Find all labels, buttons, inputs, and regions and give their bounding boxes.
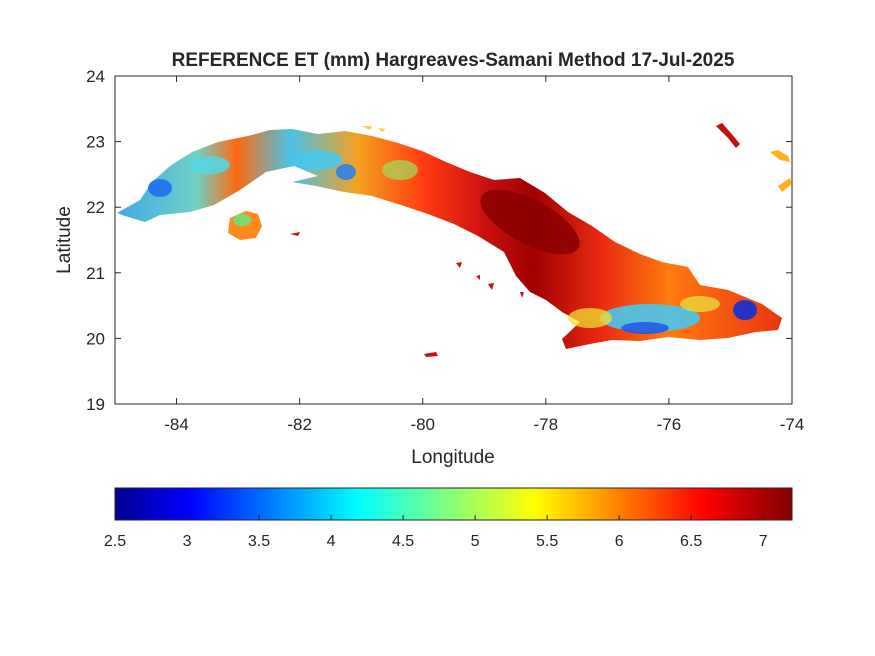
patch-camaguey-darkred <box>480 189 580 255</box>
chart-title: REFERENCE ET (mm) Hargreaves-Samani Meth… <box>172 50 735 71</box>
colorbar-tick-label: 5 <box>471 533 480 550</box>
y-tick-label: 24 <box>86 67 105 86</box>
x-tick-label: -78 <box>534 415 559 434</box>
y-tick-label: 21 <box>86 264 105 283</box>
colorbar-tick-label: 4.5 <box>392 533 414 550</box>
y-axis: 19 20 21 22 23 24 <box>86 67 792 414</box>
colorbar-tick-label: 6 <box>615 533 624 550</box>
y-tick-label: 23 <box>86 133 105 152</box>
y-tick-label: 19 <box>86 395 105 414</box>
cay-north-fragments <box>362 126 386 132</box>
y-tick-label: 20 <box>86 329 105 348</box>
heatmap-layer <box>117 123 792 357</box>
patch-central-blue <box>336 164 356 180</box>
colorbar-tick-label: 5.5 <box>536 533 558 550</box>
cay-north-east <box>716 123 740 148</box>
x-tick-label: -76 <box>657 415 682 434</box>
y-axis-label: Latitude <box>54 206 75 274</box>
isla-juventud-green <box>233 214 251 226</box>
patch-east-blue <box>621 322 669 334</box>
colorbar-tick-label: 2.5 <box>104 533 126 550</box>
y-tick-label: 22 <box>86 198 105 217</box>
patch-east-yellow <box>680 296 720 312</box>
plot-area <box>114 75 793 405</box>
colorbar-axis: 2.5 3 3.5 4 4.5 5 5.5 6 6.5 7 <box>104 515 768 550</box>
bahamas-fragment-2 <box>778 178 792 192</box>
x-tick-label: -84 <box>164 415 189 434</box>
x-tick-label: -82 <box>287 415 312 434</box>
x-axis-label: Longitude <box>411 447 494 468</box>
patch-west-blue <box>148 179 172 197</box>
colorbar-tick-label: 6.5 <box>680 533 702 550</box>
colorbar-tick-label: 3 <box>183 533 192 550</box>
x-axis: -84 -82 -80 -78 -76 -74 <box>164 76 804 434</box>
bahamas-fragment-1 <box>770 150 790 162</box>
patch-west-cyan <box>190 156 230 174</box>
x-tick-label: -74 <box>780 415 805 434</box>
patch-east-tip-blue <box>733 300 757 320</box>
colorbar-tick-label: 3.5 <box>248 533 270 550</box>
colorbar-tick-label: 4 <box>327 533 336 550</box>
colorbar-tick-label: 7 <box>759 533 768 550</box>
patch-havana-cyan <box>294 150 342 170</box>
cuba-main-island <box>117 129 782 349</box>
patch-granma-yellow <box>568 308 612 328</box>
colorbar <box>114 487 793 521</box>
patch-central-green <box>382 160 418 180</box>
x-tick-label: -80 <box>410 415 435 434</box>
